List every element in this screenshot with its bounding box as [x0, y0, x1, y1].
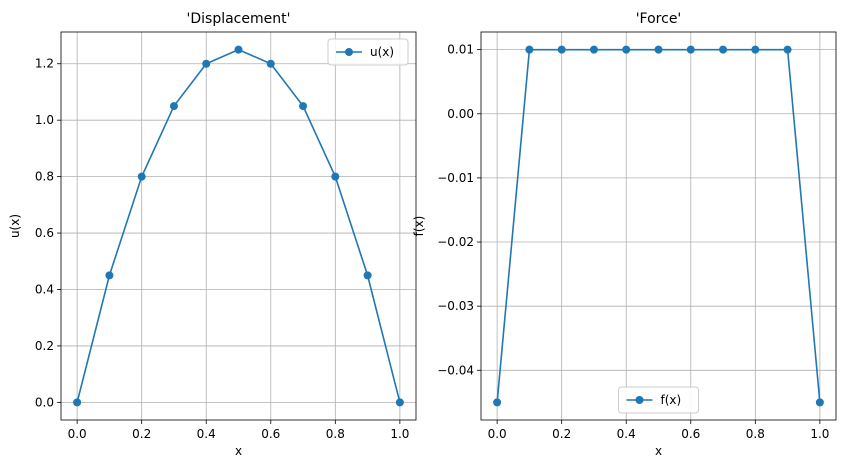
series-line	[496, 48, 821, 403]
legend-box	[618, 386, 699, 414]
data-point	[73, 398, 82, 407]
data-point	[815, 398, 824, 407]
legend-marker	[635, 396, 644, 404]
data-point	[751, 45, 760, 54]
y-tick-label: −0.01	[437, 171, 474, 185]
series-line	[76, 48, 401, 403]
y-tick-label: 1.2	[35, 57, 54, 71]
x-tick-label: 0.8	[326, 427, 345, 441]
legend-label: f(x)	[661, 393, 682, 407]
y-tick-label: −0.03	[437, 299, 474, 313]
data-point	[557, 45, 566, 54]
y-tick-label: 0.00	[447, 107, 474, 121]
y-tick-label: −0.04	[437, 363, 474, 377]
y-tick-label: 0.8	[35, 170, 54, 184]
x-tick-label: 1.0	[390, 427, 409, 441]
data-point	[622, 45, 631, 54]
data-point	[654, 45, 663, 54]
y-axis-label: f(x)	[412, 216, 426, 237]
chart-title: 'Force'	[636, 11, 682, 27]
y-tick-label: −0.02	[437, 235, 474, 249]
axes-frame	[60, 31, 417, 421]
y-tick-label: 0.2	[35, 339, 54, 353]
y-tick-label: 0.6	[35, 226, 54, 240]
legend-box	[327, 38, 409, 66]
data-point	[686, 45, 695, 54]
x-axis-label: x	[655, 444, 662, 458]
x-tick-label: 0.2	[132, 427, 151, 441]
x-tick-label: 0.8	[746, 427, 765, 441]
y-axis-label: u(x)	[8, 214, 22, 238]
chart-panel-2: 0.0 0.2 0.4 0.6 0.8 1.0 −0.04 −0.03 −0.02 −0.01 0.…	[412, 11, 837, 458]
x-tick-label: 0.0	[488, 427, 507, 441]
y-tick-label: 0.0	[35, 395, 54, 409]
data-point	[137, 172, 146, 181]
chart-title: 'Displacement'	[187, 11, 291, 27]
y-tick-label: 0.01	[447, 43, 474, 57]
x-tick-label: 0.4	[617, 427, 636, 441]
x-tick-label: 0.6	[681, 427, 700, 441]
data-point	[202, 59, 211, 68]
data-point	[105, 271, 114, 280]
data-point	[234, 45, 243, 54]
data-point	[169, 102, 178, 111]
data-point	[525, 45, 534, 54]
y-tick-label: 1.0	[35, 113, 54, 127]
legend: f(x)	[618, 386, 699, 414]
legend-label: u(x)	[370, 45, 394, 59]
data-point	[395, 398, 404, 407]
legend-marker	[345, 48, 353, 56]
data-point	[266, 59, 275, 68]
x-tick-label: 0.6	[261, 427, 280, 441]
axes-frame	[480, 31, 837, 421]
legend: u(x)	[327, 38, 409, 66]
x-tick-label: 0.4	[197, 427, 216, 441]
data-point	[363, 271, 372, 280]
data-point	[331, 172, 340, 181]
data-point	[493, 398, 502, 407]
data-point	[719, 45, 728, 54]
data-point	[299, 102, 308, 111]
y-tick-label: 0.4	[35, 282, 54, 296]
chart-panel-1: 0.0 0.2 0.4 0.6 0.8 1.0 0.0 0.2 0.4 0.6 0.8 1.0 1.2 '…	[8, 11, 417, 458]
x-tick-label: 0.2	[552, 427, 571, 441]
x-tick-label: 1.0	[810, 427, 829, 441]
x-tick-label: 0.0	[68, 427, 87, 441]
data-point	[783, 45, 792, 54]
data-point	[589, 45, 598, 54]
x-axis-label: x	[235, 444, 242, 458]
